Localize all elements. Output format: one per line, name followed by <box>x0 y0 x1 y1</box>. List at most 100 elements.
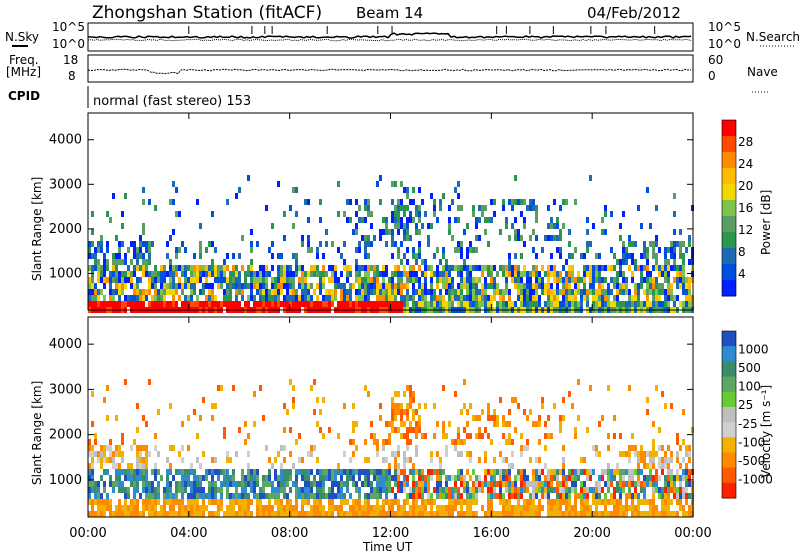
heatmap-cell <box>394 283 397 289</box>
heatmap-cell <box>91 511 94 517</box>
heatmap-cell <box>235 295 238 301</box>
heatmap-cell <box>88 265 91 271</box>
heatmap-cell <box>223 433 226 439</box>
heatmap-cell <box>268 247 271 253</box>
heatmap-cell <box>565 199 568 205</box>
heatmap-cell <box>595 277 598 283</box>
heatmap-cell <box>367 505 370 511</box>
heatmap-cell <box>301 511 304 517</box>
heatmap-cell <box>244 283 247 289</box>
heatmap-cell <box>559 493 562 499</box>
heatmap-cell <box>373 235 376 241</box>
heatmap-cell <box>661 463 664 469</box>
heatmap-cell <box>229 475 232 481</box>
heatmap-cell <box>397 505 400 511</box>
heatmap-cell <box>475 493 478 499</box>
heatmap-cell <box>598 487 601 493</box>
heatmap-cell <box>472 205 475 211</box>
heatmap-cell <box>424 289 427 295</box>
heatmap-cell <box>229 457 232 463</box>
heatmap-cell <box>595 487 598 493</box>
heatmap-cell <box>142 199 145 205</box>
heatmap-cell <box>88 499 91 505</box>
heatmap-cell <box>661 505 664 511</box>
heatmap-cell <box>289 505 292 511</box>
heatmap-cell <box>133 493 136 499</box>
heatmap-cell <box>505 271 508 277</box>
heatmap-cell <box>247 481 250 487</box>
heatmap-cell <box>103 457 106 463</box>
heatmap-cell <box>295 475 298 481</box>
heatmap-cell <box>418 253 421 259</box>
heatmap-cell <box>154 511 157 517</box>
heatmap-cell <box>193 475 196 481</box>
heatmap-cell <box>283 427 286 433</box>
heatmap-cell <box>217 475 220 481</box>
heatmap-cell <box>682 289 685 295</box>
heatmap-cell <box>94 283 97 289</box>
heatmap-cell <box>637 511 640 517</box>
heatmap-cell <box>277 301 280 307</box>
heatmap-cell <box>130 445 133 451</box>
heatmap-cell <box>172 271 175 277</box>
heatmap-cell <box>331 241 334 247</box>
heatmap-cell <box>619 301 622 307</box>
heatmap-cell <box>358 247 361 253</box>
heatmap-cell <box>535 493 538 499</box>
heatmap-cell <box>412 511 415 517</box>
nave-tick-bottom: 0 <box>708 69 716 83</box>
heatmap-cell <box>634 265 637 271</box>
heatmap-cell <box>583 469 586 475</box>
heatmap-cell <box>427 487 430 493</box>
heatmap-cell <box>220 271 223 277</box>
heatmap-cell <box>223 277 226 283</box>
heatmap-cell <box>661 283 664 289</box>
heatmap-cell <box>364 439 367 445</box>
heatmap-cell <box>142 271 145 277</box>
heatmap-cell <box>136 247 139 253</box>
heatmap-cell <box>541 469 544 475</box>
heatmap-cell <box>358 265 361 271</box>
colorbar-segment <box>722 376 736 393</box>
heatmap-cell <box>91 463 94 469</box>
heatmap-cell <box>88 481 91 487</box>
heatmap-cell <box>568 475 571 481</box>
heatmap-cell <box>370 241 373 247</box>
heatmap-cell <box>370 421 373 427</box>
heatmap-cell <box>604 277 607 283</box>
heatmap-cell <box>622 247 625 253</box>
heatmap-cell <box>253 487 256 493</box>
heatmap-cell <box>424 265 427 271</box>
heatmap-cell <box>409 511 412 517</box>
heatmap-cell <box>310 481 313 487</box>
colorbar-tick-label: 12 <box>738 223 753 237</box>
heatmap-cell <box>268 289 271 295</box>
heatmap-cell <box>520 433 523 439</box>
heatmap-cell <box>322 475 325 481</box>
heatmap-cell <box>664 295 667 301</box>
heatmap-cell <box>448 265 451 271</box>
heatmap-cell <box>295 469 298 475</box>
heatmap-cell <box>418 481 421 487</box>
heatmap-cell <box>130 241 133 247</box>
heatmap-cell <box>469 457 472 463</box>
heatmap-cell <box>472 277 475 283</box>
heatmap-cell <box>184 469 187 475</box>
heatmap-cell <box>433 253 436 259</box>
heatmap-cell <box>385 439 388 445</box>
heatmap-cell <box>376 511 379 517</box>
heatmap-cell <box>370 481 373 487</box>
colorbar-segment <box>722 168 736 185</box>
heatmap-cell <box>502 421 505 427</box>
heatmap-cell <box>256 511 259 517</box>
heatmap-cell <box>508 265 511 271</box>
heatmap-cell <box>223 511 226 517</box>
heatmap-cell <box>265 265 268 271</box>
heatmap-cell <box>316 493 319 499</box>
heatmap-cell <box>307 283 310 289</box>
heatmap-cell <box>109 457 112 463</box>
heatmap-cell <box>430 457 433 463</box>
heatmap-cell <box>232 301 235 307</box>
heatmap-cell <box>106 505 109 511</box>
heatmap-cell <box>475 511 478 517</box>
